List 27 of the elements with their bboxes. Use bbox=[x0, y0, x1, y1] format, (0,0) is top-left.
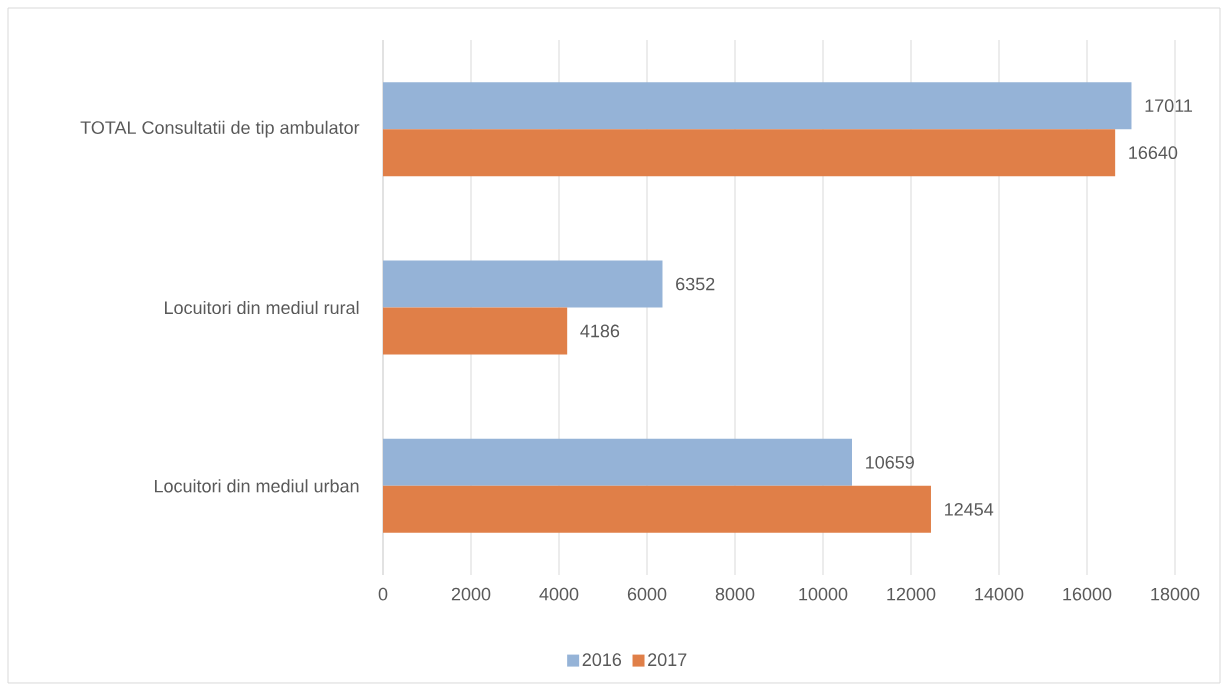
bar bbox=[383, 485, 931, 533]
legend-label: 2016 bbox=[582, 653, 622, 667]
data-label: 16640 bbox=[1129, 146, 1178, 160]
bar bbox=[383, 129, 1116, 177]
x-tick-label: 4000 bbox=[539, 587, 579, 601]
x-tick-label: 10000 bbox=[799, 587, 848, 601]
x-tick-label: 12000 bbox=[887, 587, 936, 601]
y-tick-label: Locuitori din mediul rural bbox=[165, 300, 359, 315]
x-tick-label: 2000 bbox=[451, 587, 491, 601]
x-tick-label: 14000 bbox=[975, 587, 1024, 601]
data-label: 4186 bbox=[580, 324, 620, 338]
bar bbox=[383, 82, 1132, 130]
data-label: 17011 bbox=[1145, 99, 1193, 113]
y-tick-label: TOTAL Consultatii de tip ambulator bbox=[80, 120, 360, 138]
x-tick-label: 16000 bbox=[1063, 587, 1112, 601]
bar bbox=[383, 438, 852, 486]
x-tick-label: 18000 bbox=[1151, 587, 1200, 601]
x-tick-label: 6000 bbox=[627, 587, 667, 601]
y-tick-label: Locuitori din mediul urban bbox=[154, 479, 359, 493]
bar bbox=[383, 260, 663, 308]
x-tick-label: 0 bbox=[378, 587, 388, 601]
legend-label: 2017 bbox=[648, 653, 687, 667]
bar bbox=[383, 307, 568, 355]
data-label: 12454 bbox=[945, 502, 994, 516]
x-tick-label: 8000 bbox=[715, 587, 755, 601]
data-label: 6352 bbox=[676, 277, 715, 291]
data-label: 10659 bbox=[866, 455, 914, 469]
